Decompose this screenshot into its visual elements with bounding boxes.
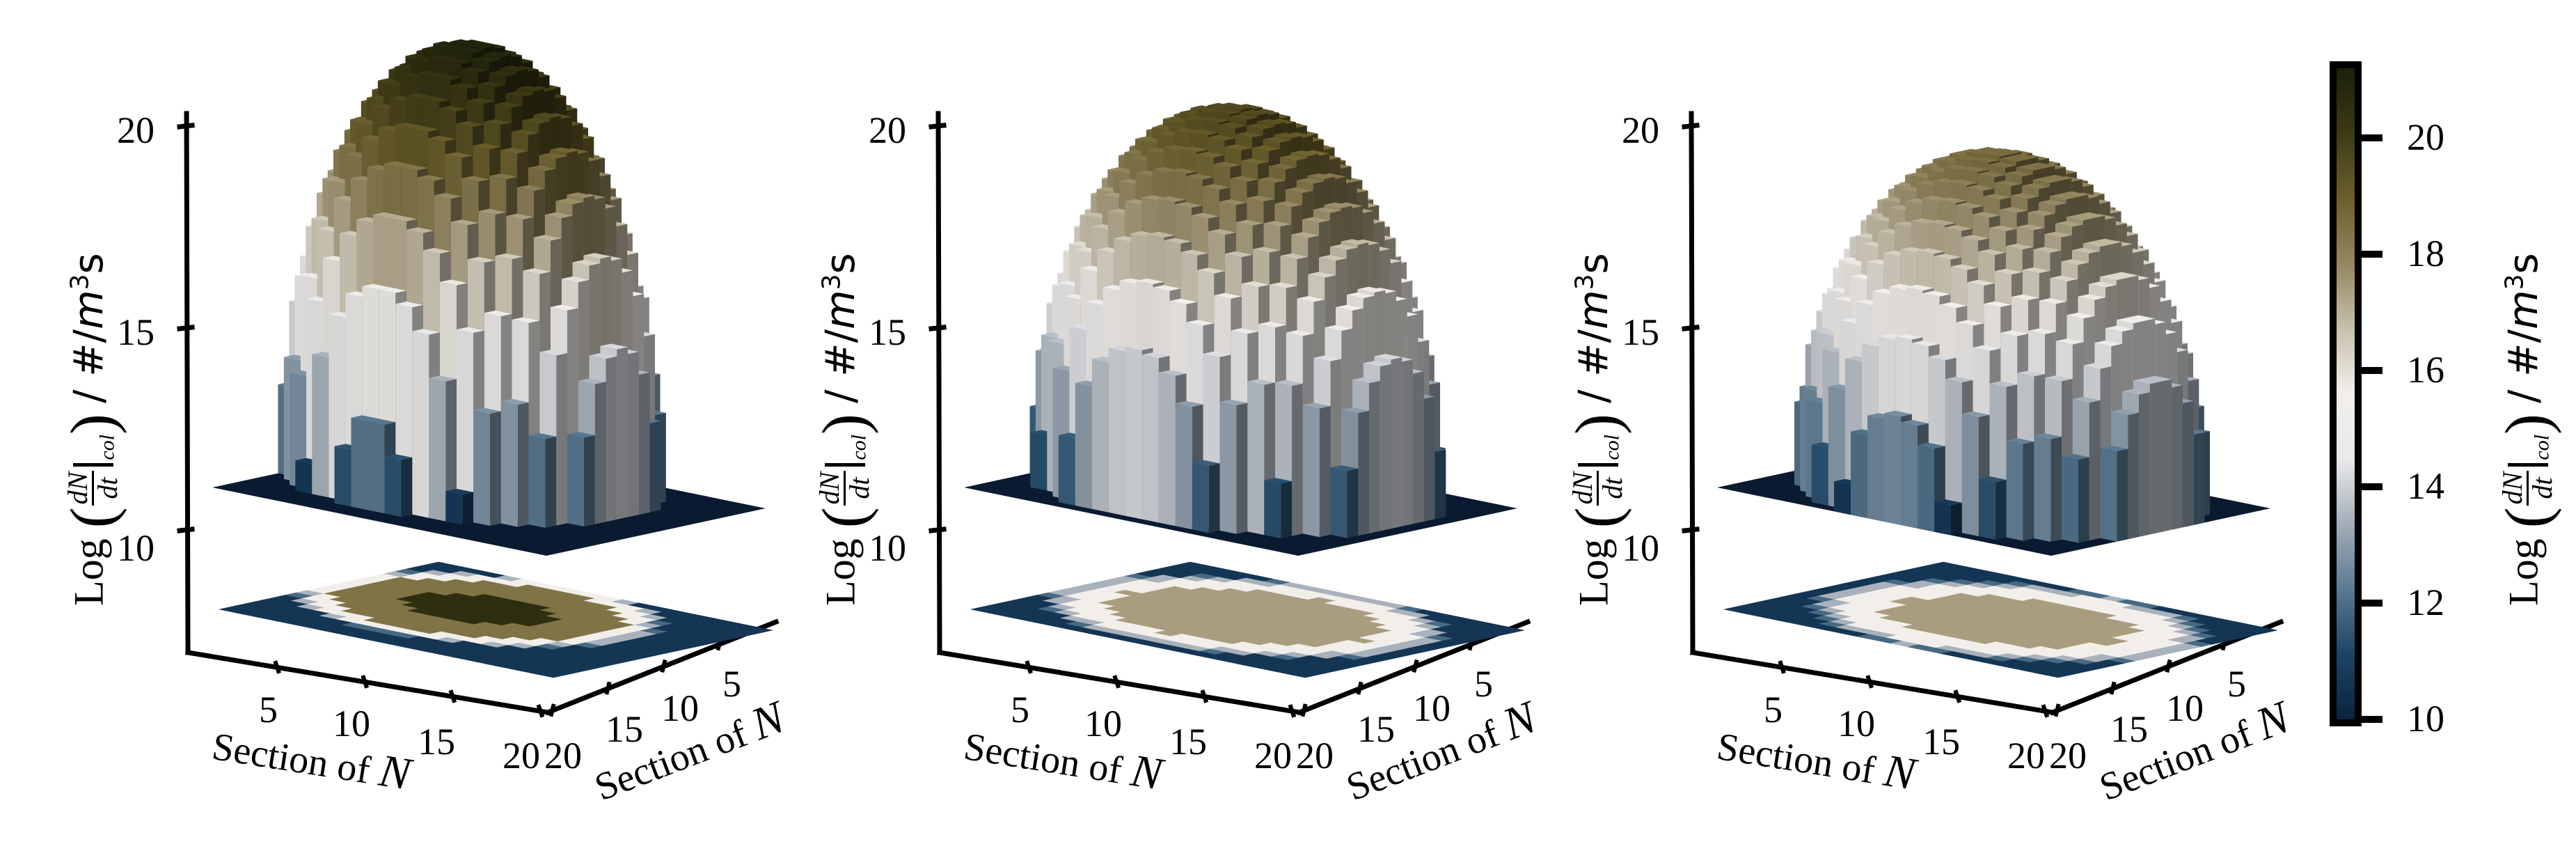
y-tick-15: 15: [2110, 708, 2148, 750]
y-tick-15: 15: [1357, 708, 1395, 750]
x-tick-20: 20: [503, 735, 540, 776]
colorbar-tick-mark: [2362, 600, 2383, 607]
y-tick-10: 10: [661, 687, 699, 729]
panel-2: Log (dN dt col) / #/m3s 20 15 10 5 10 15 2…: [752, 0, 1543, 851]
z-tick-20: 20: [117, 109, 155, 151]
y-tick-5: 5: [1474, 663, 1493, 705]
colorbar-tick-mark: [2362, 134, 2383, 142]
colorbar-tick-label: 12: [2407, 581, 2444, 624]
x-tick-15: 15: [418, 721, 455, 763]
x-tick-5: 5: [259, 689, 278, 731]
z-tick-10: 10: [117, 527, 155, 569]
colorbar-tick-label: 18: [2407, 233, 2444, 275]
z-tick-10: 10: [869, 527, 906, 569]
y-tick-20: 20: [2049, 735, 2087, 776]
z-tick-20: 20: [869, 109, 906, 151]
x-axis-label: Section of N: [961, 724, 1166, 800]
x-axis-label: Section of N: [209, 724, 414, 800]
z-tick-15: 15: [117, 311, 155, 353]
y-tick-5: 5: [2227, 663, 2246, 705]
colorbar: [2330, 61, 2362, 726]
colorbar-tick-label: 16: [2407, 349, 2444, 391]
y-tick-20: 20: [1296, 735, 1334, 776]
colorbar-tick-mark: [2362, 716, 2383, 723]
panel-2-plot: [929, 102, 1531, 718]
colorbar-tick-label: 20: [2407, 116, 2444, 159]
x-tick-20: 20: [2007, 735, 2045, 776]
colorbar-tick-mark: [2362, 483, 2383, 491]
y-tick-10: 10: [2166, 687, 2204, 729]
z-tick-10: 10: [1622, 527, 1659, 569]
y-tick-5: 5: [722, 663, 741, 705]
y-tick-10: 10: [1413, 687, 1451, 729]
panel-3-plot: [1682, 111, 2284, 718]
x-tick-10: 10: [1084, 703, 1122, 744]
x-tick-5: 5: [1011, 689, 1029, 731]
z-tick-15: 15: [1622, 311, 1659, 353]
panel-1: Log (dN dt col) / #/m3s 20 15 10 5 10 15 2…: [0, 0, 791, 851]
colorbar-tick-label: 10: [2407, 698, 2444, 740]
x-tick-10: 10: [1838, 703, 1875, 744]
colorbar-label: Log (dN dt col) / #/m3s: [2493, 253, 2562, 606]
x-tick-15: 15: [1169, 721, 1207, 763]
colorbar-tick-mark: [2362, 251, 2383, 258]
z-tick-15: 15: [869, 311, 906, 353]
colorbar-gradient: [2330, 61, 2362, 726]
panel-3: Log (dN dt col) / #/m3s 20 15 10 5 10 15 2…: [1505, 0, 2296, 851]
y-tick-15: 15: [606, 708, 643, 750]
x-tick-20: 20: [1254, 735, 1292, 776]
x-tick-10: 10: [333, 703, 370, 744]
x-tick-5: 5: [1764, 689, 1783, 731]
colorbar-tick-mark: [2362, 367, 2383, 375]
x-axis-label: Section of N: [1714, 724, 1919, 800]
y-tick-20: 20: [544, 735, 582, 776]
z-tick-20: 20: [1622, 109, 1659, 151]
panel-1-plot: [177, 39, 780, 718]
colorbar-tick-label: 14: [2407, 465, 2444, 508]
x-tick-15: 15: [1922, 721, 1960, 763]
